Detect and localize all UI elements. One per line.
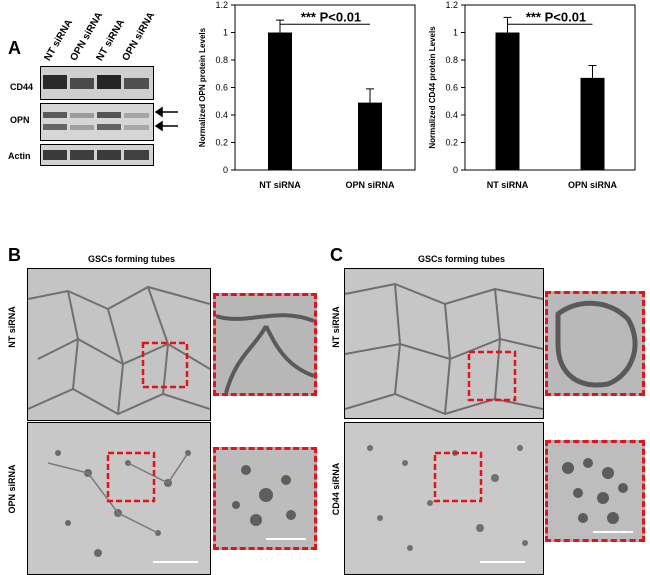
roi-box bbox=[467, 350, 517, 402]
y-tick-label: 0.8 bbox=[215, 55, 228, 65]
y-axis-label: Normalized OPN protein Levels bbox=[198, 27, 207, 147]
blot-row-label-opn: OPN bbox=[10, 115, 30, 125]
plot-frame bbox=[234, 4, 416, 171]
y-tick-label: 0 bbox=[453, 165, 458, 175]
blot-row-label-actin: Actin bbox=[8, 151, 31, 161]
y-tick-label: 0.4 bbox=[215, 110, 228, 120]
panel-a-letter: A bbox=[8, 38, 21, 58]
y-tick-label: 0.6 bbox=[215, 83, 228, 93]
plot-frame bbox=[464, 4, 636, 171]
roi-box bbox=[433, 451, 483, 503]
panel-c-letter: C bbox=[330, 245, 343, 265]
blot-row-label-cd44: CD44 bbox=[10, 82, 34, 92]
roi-box bbox=[141, 341, 189, 389]
x-tick-label: NT siRNA bbox=[487, 180, 529, 190]
bar-opn-sirna bbox=[580, 77, 605, 170]
blot-cd44 bbox=[40, 66, 154, 100]
y-axis-label: Normalized CD44 protein Levels bbox=[428, 26, 437, 149]
inset-c-nt bbox=[545, 291, 645, 396]
opn-band-arrows bbox=[154, 106, 178, 132]
lane-label-4: OPN siRNA bbox=[120, 10, 158, 64]
y-tick-label: 1.2 bbox=[215, 0, 228, 10]
roi-box bbox=[106, 451, 156, 503]
y-tick-label: 1 bbox=[223, 28, 228, 38]
scale-bar bbox=[153, 561, 198, 563]
scale-bar bbox=[593, 531, 633, 533]
panel-b-letter: B bbox=[8, 245, 21, 265]
bar-nt-sirna bbox=[495, 32, 520, 170]
y-tick-label: 0.6 bbox=[445, 83, 458, 93]
inset-b-nt bbox=[213, 293, 317, 396]
micrograph-c-nt bbox=[344, 268, 544, 419]
y-tick-label: 1.2 bbox=[445, 0, 458, 10]
y-tick-label: 0.8 bbox=[445, 55, 458, 65]
scale-bar bbox=[266, 538, 306, 540]
bar-nt-sirna bbox=[268, 32, 292, 170]
opn-level-chart: 0 0.2 0.4 0.6 0.8 1 1.2 Normalized OPN protein … bbox=[198, 0, 416, 190]
panel-b-row-label-nt: NT siRNA bbox=[7, 306, 17, 348]
panel-c-row-label-nt: NT siRNA bbox=[331, 306, 341, 348]
blot-opn bbox=[40, 103, 154, 141]
y-tick-label: 0.2 bbox=[445, 138, 458, 148]
cd44-level-chart: 0 0.2 0.4 0.6 0.8 1 1.2 Normalized CD44 protein… bbox=[428, 0, 636, 190]
y-tick-label: 0.4 bbox=[445, 110, 458, 120]
y-tick-label: 0 bbox=[223, 165, 228, 175]
bar-opn-sirna bbox=[358, 102, 382, 170]
arrow-icon bbox=[154, 106, 178, 132]
x-tick-label: NT siRNA bbox=[259, 180, 301, 190]
x-tick-label: OPN siRNA bbox=[345, 180, 395, 190]
micrograph-c-cd44 bbox=[344, 422, 544, 575]
significance-label: *** P<0.01 bbox=[526, 9, 586, 24]
panel-c-title: GSCs forming tubes bbox=[418, 254, 506, 264]
x-tick-label: OPN siRNA bbox=[568, 180, 618, 190]
micrograph-b-nt bbox=[27, 268, 211, 421]
micrograph-b-opn bbox=[27, 422, 211, 575]
panel-b-row-label-opn: OPN siRNA bbox=[7, 464, 17, 514]
panel-b-title: GSCs forming tubes bbox=[88, 254, 176, 264]
inset-b-opn bbox=[213, 447, 317, 550]
scale-bar bbox=[480, 561, 525, 563]
inset-c-cd44 bbox=[545, 440, 645, 542]
y-tick-label: 0.2 bbox=[215, 138, 228, 148]
y-tick-label: 1 bbox=[453, 28, 458, 38]
blot-actin bbox=[40, 144, 154, 166]
significance-label: *** P<0.01 bbox=[301, 9, 361, 24]
panel-c-row-label-cd44: CD44 siRNA bbox=[331, 462, 341, 516]
